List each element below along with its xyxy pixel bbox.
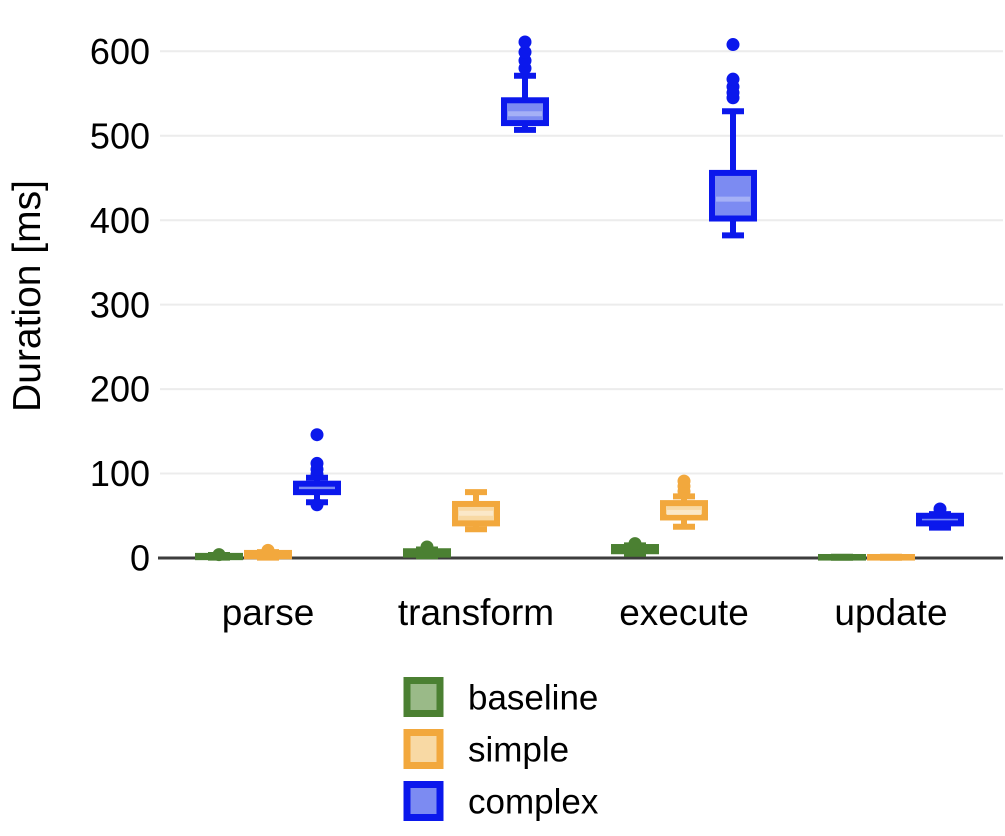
legend-swatch-simple xyxy=(403,729,444,769)
y-tick-label-500: 500 xyxy=(90,115,150,156)
category-label-parse: parse xyxy=(222,592,315,633)
outlier-dot xyxy=(310,498,324,512)
box-complex-update xyxy=(916,502,964,531)
iqr-box xyxy=(293,480,341,496)
outlier-dot xyxy=(420,540,434,554)
outlier-dot xyxy=(310,428,324,442)
gridline-layer xyxy=(158,50,1003,560)
y-tick-label-300: 300 xyxy=(90,284,150,325)
box-simple-transform xyxy=(452,489,500,533)
box-baseline-parse xyxy=(195,548,243,562)
box-baseline-transform xyxy=(403,540,451,560)
legend-label-complex: complex xyxy=(468,782,599,821)
legend: baseline simple complex xyxy=(403,677,599,821)
box-baseline-update xyxy=(818,553,866,561)
outlier-dot xyxy=(212,548,226,562)
category-label-update: update xyxy=(834,592,947,633)
iqr-box xyxy=(867,553,915,561)
y-axis-title: Duration [ms] xyxy=(6,180,49,412)
box-complex-parse xyxy=(293,428,341,512)
y-tick-label-400: 400 xyxy=(90,200,150,241)
legend-label-simple: simple xyxy=(468,730,569,769)
outlier-dot xyxy=(677,474,691,488)
legend-label-baseline: baseline xyxy=(468,678,598,717)
outlier-dot xyxy=(726,38,740,52)
x-category-labels: parse transform execute update xyxy=(222,592,948,633)
outlier-dot xyxy=(933,502,947,516)
legend-swatch-complex xyxy=(403,781,444,821)
outlier-dot xyxy=(518,35,532,49)
y-tick-label-200: 200 xyxy=(90,369,150,410)
box-simple-execute xyxy=(660,474,708,530)
outlier-dot xyxy=(518,45,532,59)
y-tick-label-600: 600 xyxy=(90,31,150,72)
iqr-box xyxy=(709,169,757,222)
iqr-box xyxy=(916,512,964,527)
legend-item-simple: simple xyxy=(403,729,569,769)
box-simple-update xyxy=(867,553,915,561)
category-label-transform: transform xyxy=(398,592,554,633)
legend-item-complex: complex xyxy=(403,781,599,821)
y-tick-label-layer: 0 100 200 300 400 500 600 xyxy=(90,31,150,579)
box-glyph-layer xyxy=(195,35,964,562)
y-tick-label-100: 100 xyxy=(90,453,150,494)
outlier-dot xyxy=(726,72,740,86)
box-baseline-execute xyxy=(611,537,659,557)
outlier-dot xyxy=(310,456,324,470)
outlier-dot xyxy=(628,537,642,551)
box-complex-execute xyxy=(709,38,757,239)
y-tick-label-0: 0 xyxy=(130,538,150,579)
category-label-execute: execute xyxy=(619,592,749,633)
outlier-dot xyxy=(261,543,275,557)
box-simple-parse xyxy=(244,543,292,561)
iqr-box xyxy=(818,553,866,561)
box-complex-transform xyxy=(501,35,549,133)
legend-swatch-baseline xyxy=(403,677,444,717)
legend-item-baseline: baseline xyxy=(403,677,598,717)
